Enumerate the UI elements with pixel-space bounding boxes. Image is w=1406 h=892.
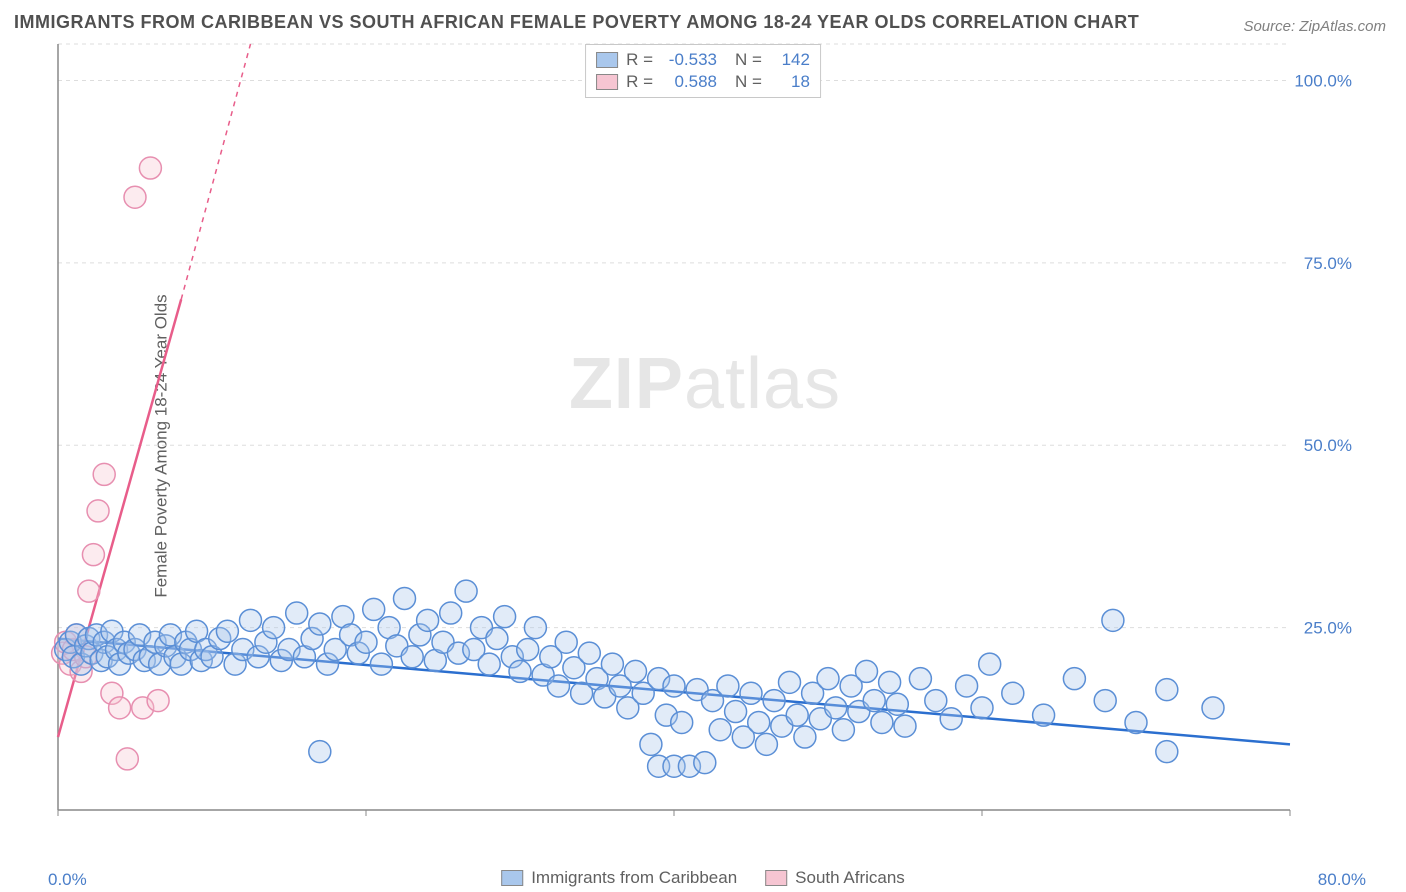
stats-n-value: 142: [770, 50, 810, 70]
stats-n-value: 18: [770, 72, 810, 92]
stats-swatch: [596, 52, 618, 68]
stats-r-label: R =: [626, 50, 653, 70]
legend-item: South Africans: [765, 868, 905, 888]
chart-title: IMMIGRANTS FROM CARIBBEAN VS SOUTH AFRIC…: [14, 12, 1139, 33]
legend-swatch: [501, 870, 523, 886]
legend-swatch: [765, 870, 787, 886]
svg-text:75.0%: 75.0%: [1304, 254, 1352, 273]
x-axis-max-label: 80.0%: [1318, 870, 1366, 890]
svg-text:50.0%: 50.0%: [1304, 436, 1352, 455]
stats-r-value: 0.588: [661, 72, 717, 92]
chart-area: 25.0%50.0%75.0%100.0% ZIPatlas: [50, 40, 1360, 840]
bottom-legend: Immigrants from Caribbean South Africans: [501, 868, 905, 888]
legend-item: Immigrants from Caribbean: [501, 868, 737, 888]
legend-label: Immigrants from Caribbean: [531, 868, 737, 888]
stats-row: R = 0.588 N = 18: [596, 71, 810, 93]
stats-swatch: [596, 74, 618, 90]
stats-n-label: N =: [735, 50, 762, 70]
svg-text:100.0%: 100.0%: [1294, 71, 1352, 90]
legend-label: South Africans: [795, 868, 905, 888]
correlation-stats-box: R = -0.533 N = 142 R = 0.588 N = 18: [585, 44, 821, 98]
stats-n-label: N =: [735, 72, 762, 92]
stats-r-label: R =: [626, 72, 653, 92]
stats-r-value: -0.533: [661, 50, 717, 70]
scatter-plot-svg: 25.0% 50.0% 75.0% 100.0%: [50, 40, 1360, 840]
x-axis-min-label: 0.0%: [48, 870, 87, 890]
svg-text:25.0%: 25.0%: [1304, 619, 1352, 638]
source-attribution: Source: ZipAtlas.com: [1243, 18, 1386, 35]
stats-row: R = -0.533 N = 142: [596, 49, 810, 71]
